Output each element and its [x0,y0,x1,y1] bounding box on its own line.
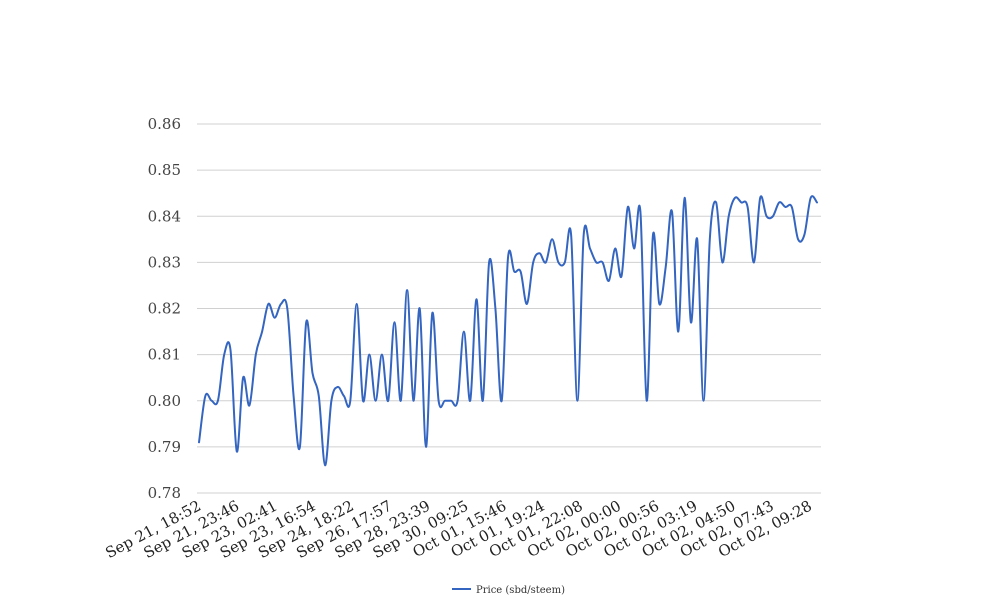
y-tick-label: 0.84 [148,207,181,225]
y-tick-label: 0.85 [148,161,181,179]
legend-label: Price (sbd/steem) [476,585,565,596]
y-tick-label: 0.79 [148,438,181,456]
y-tick-label: 0.82 [148,300,181,318]
y-tick-label: 0.86 [148,115,181,133]
y-axis-tick-labels: 0.78 0.79 0.80 0.81 0.82 0.83 0.84 0.85 0.86 [148,115,181,502]
y-tick-label: 0.80 [148,392,181,410]
y-tick-label: 0.81 [148,346,181,364]
legend: Price (sbd/steem) [452,585,565,596]
y-tick-label: 0.78 [148,484,181,502]
grid-lines [197,123,821,494]
series-layer [198,195,818,467]
y-tick-label: 0.83 [148,253,181,271]
series-line [198,195,818,467]
